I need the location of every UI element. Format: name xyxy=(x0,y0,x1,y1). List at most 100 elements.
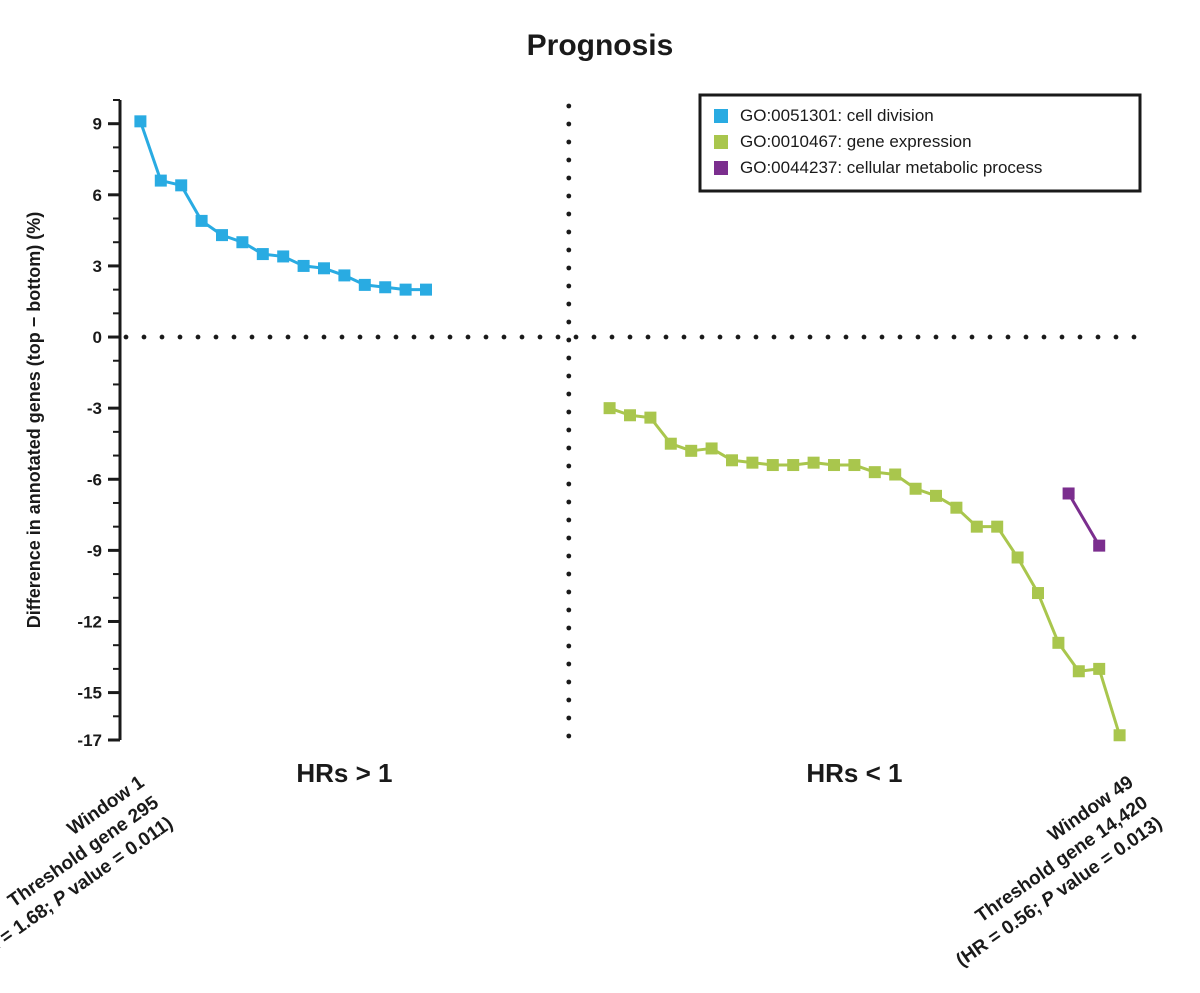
legend-marker xyxy=(714,109,728,123)
zero-line-dot xyxy=(1132,335,1137,340)
series-marker-cell_division xyxy=(338,269,350,281)
center-divider-dot xyxy=(566,356,571,361)
y-tick-label: 9 xyxy=(93,115,102,134)
series-marker-cell_division xyxy=(236,236,248,248)
center-divider-dot xyxy=(566,122,571,127)
zero-line-dot xyxy=(790,335,795,340)
series-marker-gene_expression xyxy=(991,521,1003,533)
zero-line-dot xyxy=(232,335,237,340)
series-marker-gene_expression xyxy=(828,459,840,471)
zero-line-dot xyxy=(736,335,741,340)
chart-container: Prognosis-17-15-12-9-6-30369Difference i… xyxy=(0,0,1200,993)
center-divider-dot xyxy=(566,698,571,703)
y-tick-label: 0 xyxy=(93,328,102,347)
zero-line-dot xyxy=(808,335,813,340)
zero-line-dot xyxy=(160,335,165,340)
series-marker-gene_expression xyxy=(685,445,697,457)
legend-marker xyxy=(714,161,728,175)
series-marker-gene_expression xyxy=(930,490,942,502)
zero-line-dot xyxy=(592,335,597,340)
zero-line-dot xyxy=(304,335,309,340)
center-divider-dot xyxy=(566,284,571,289)
y-tick-label: -3 xyxy=(87,399,102,418)
zero-line-dot xyxy=(1024,335,1029,340)
center-divider-dot xyxy=(566,554,571,559)
zero-line-dot xyxy=(682,335,687,340)
y-tick-label: 3 xyxy=(93,257,102,276)
series-marker-gene_expression xyxy=(950,502,962,514)
zero-line-dot xyxy=(268,335,273,340)
series-marker-gene_expression xyxy=(726,454,738,466)
center-divider-dot xyxy=(566,626,571,631)
zero-line-dot xyxy=(1042,335,1047,340)
zero-line-dot xyxy=(574,335,579,340)
zero-line-dot xyxy=(646,335,651,340)
series-marker-cell_division xyxy=(420,284,432,296)
zero-line-dot xyxy=(700,335,705,340)
series-marker-cell_division xyxy=(298,260,310,272)
center-divider-dot xyxy=(566,680,571,685)
center-divider-dot xyxy=(566,140,571,145)
zero-line-dot xyxy=(934,335,939,340)
zero-line-dot xyxy=(556,335,561,340)
center-divider-dot xyxy=(566,590,571,595)
center-divider-dot xyxy=(566,158,571,163)
center-divider-dot xyxy=(566,248,571,253)
zero-line-dot xyxy=(1096,335,1101,340)
zero-line-dot xyxy=(826,335,831,340)
zero-line-dot xyxy=(394,335,399,340)
series-marker-cell_division xyxy=(175,179,187,191)
center-divider-dot xyxy=(566,266,571,271)
zero-line-dot xyxy=(520,335,525,340)
center-divider-dot xyxy=(566,410,571,415)
series-marker-gene_expression xyxy=(665,438,677,450)
center-divider-dot xyxy=(566,500,571,505)
series-marker-cell_division xyxy=(277,250,289,262)
y-axis-label: Difference in annotated genes (top − bot… xyxy=(24,212,44,629)
series-marker-gene_expression xyxy=(869,466,881,478)
center-divider-dot xyxy=(566,446,571,451)
zero-line-dot xyxy=(178,335,183,340)
series-marker-cellular_metabolic_process xyxy=(1063,487,1075,499)
series-marker-cell_division xyxy=(318,262,330,274)
zero-line-dot xyxy=(214,335,219,340)
series-marker-gene_expression xyxy=(1073,665,1085,677)
zero-line-dot xyxy=(970,335,975,340)
zero-line-dot xyxy=(1078,335,1083,340)
series-marker-cell_division xyxy=(400,284,412,296)
zero-line-dot xyxy=(484,335,489,340)
zero-line-dot xyxy=(502,335,507,340)
zero-line-dot xyxy=(718,335,723,340)
series-marker-gene_expression xyxy=(767,459,779,471)
zero-line-dot xyxy=(124,335,129,340)
zero-line-dot xyxy=(862,335,867,340)
center-divider-dot xyxy=(566,464,571,469)
y-tick-label: -17 xyxy=(77,731,102,750)
zero-line-dot xyxy=(538,335,543,340)
series-marker-gene_expression xyxy=(787,459,799,471)
series-marker-gene_expression xyxy=(971,521,983,533)
center-divider-dot xyxy=(566,320,571,325)
center-divider-dot xyxy=(566,374,571,379)
center-divider-dot xyxy=(566,194,571,199)
region-label: HRs > 1 xyxy=(296,758,392,788)
series-marker-cell_division xyxy=(359,279,371,291)
series-marker-gene_expression xyxy=(889,469,901,481)
zero-line-dot xyxy=(880,335,885,340)
y-tick-label: -6 xyxy=(87,470,102,489)
zero-line-dot xyxy=(376,335,381,340)
zero-line-dot xyxy=(286,335,291,340)
series-marker-gene_expression xyxy=(706,442,718,454)
series-marker-gene_expression xyxy=(624,409,636,421)
series-marker-gene_expression xyxy=(644,412,656,424)
center-divider-dot xyxy=(566,608,571,613)
series-marker-cell_division xyxy=(134,115,146,127)
center-divider-dot xyxy=(566,104,571,109)
zero-line-dot xyxy=(448,335,453,340)
series-marker-cellular_metabolic_process xyxy=(1093,540,1105,552)
zero-line-dot xyxy=(952,335,957,340)
zero-line-dot xyxy=(916,335,921,340)
center-divider-dot xyxy=(566,518,571,523)
series-marker-gene_expression xyxy=(604,402,616,414)
center-divider-dot xyxy=(566,572,571,577)
